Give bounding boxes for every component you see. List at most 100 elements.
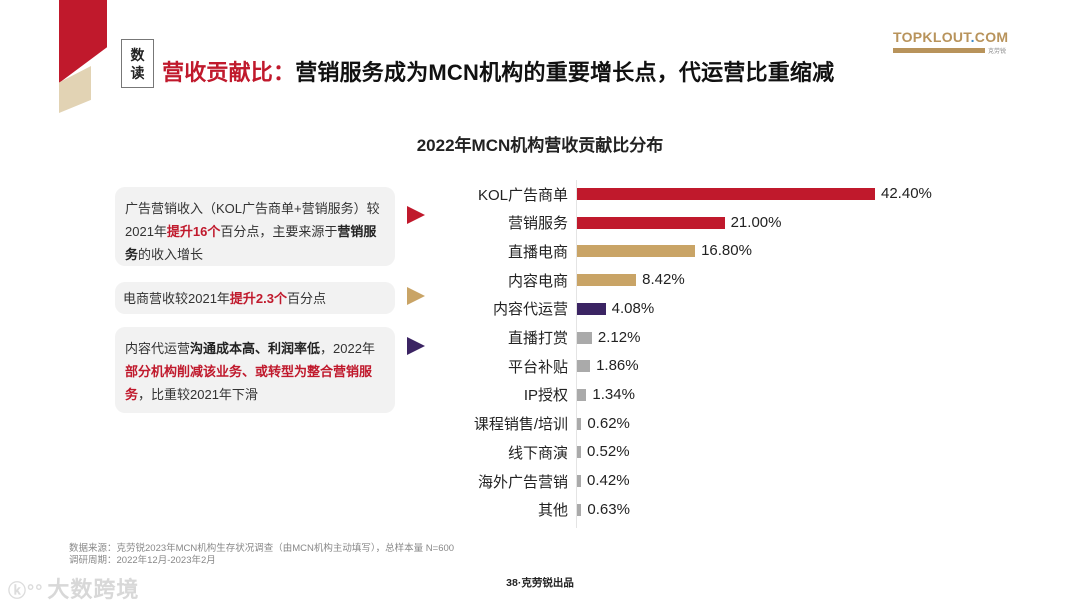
insight-note-ecommerce: 电商营收较2021年提升2.3个百分点 [115, 282, 395, 314]
arrow-right-icon-tan [407, 287, 425, 305]
value-label: 8.42% [642, 271, 685, 289]
bar-group: 0.63% [577, 500, 630, 518]
chart-row: 内容代运营 4.08% [460, 299, 654, 319]
value-label: 1.34% [592, 385, 635, 403]
note-text: 的收入增长 [138, 247, 204, 262]
bar-group: 42.40% [577, 185, 932, 202]
value-label: 16.80% [701, 242, 752, 260]
bar [577, 331, 592, 344]
category-label: 线下商演 [507, 444, 568, 462]
bar [577, 475, 581, 487]
section-tag: 数 读 [121, 39, 154, 88]
value-label: 0.63% [587, 500, 630, 518]
page-title-statement: 营销服务成为MCN机构的重要增长点，代运营比重缩减 [295, 60, 835, 85]
bar-group: 0.62% [577, 414, 630, 432]
value-label: 1.86% [596, 357, 639, 375]
bar [577, 360, 591, 373]
bar-group: 0.42% [577, 472, 630, 489]
page-number: 38·克劳锐出品 [506, 577, 574, 589]
bar-group: 4.08% [577, 299, 655, 317]
logo-text: TOPKLOUT [893, 29, 971, 45]
logo-bar [893, 48, 985, 53]
value-label: 42.40% [881, 185, 932, 202]
bar [577, 503, 582, 516]
note-bold: 沟通成本高、利润率低 [190, 341, 321, 356]
insight-note-ad-revenue: 广告营销收入（KOL广告商单+营销服务）较2021年提升16个百分点，主要来源于… [115, 187, 395, 266]
category-label: KOL广告商单 [477, 186, 568, 204]
bar [577, 188, 875, 200]
category-label: 平台补贴 [507, 358, 568, 376]
note-highlight: 提升16个 [166, 224, 221, 239]
chart-axis-line [576, 180, 577, 528]
chart-row: 直播打赏 2.12% [460, 328, 640, 348]
category-label: 内容代运营 [492, 301, 568, 319]
chart-row: 海外广告营销 0.42% [460, 471, 630, 491]
bar [577, 417, 582, 430]
value-label: 0.62% [587, 414, 630, 432]
category-label: IP授权 [523, 387, 568, 405]
page-title-topic: 营收贡献比： [162, 60, 296, 85]
category-label: 课程销售/培训 [473, 416, 568, 434]
note-text: 电商营收较2021年 [123, 291, 230, 306]
bar [577, 446, 581, 459]
category-label: 其他 [537, 502, 568, 520]
bar-group: 2.12% [577, 328, 641, 346]
chart-title: 2022年MCN机构营收贡献比分布 [416, 136, 664, 155]
page-title: 营收贡献比：营销服务成为MCN机构的重要增长点，代运营比重缩减 [162, 55, 834, 87]
bar-group: 0.52% [577, 443, 630, 461]
note-text: ，2022年 [320, 341, 375, 356]
arrow-right-icon-purple [407, 337, 425, 355]
source-text: 数据来源：克劳锐2023年MCN机构生存状况调查（由MCN机构主动填写），总样本… [69, 543, 455, 554]
chart-row: 直播电商 16.80% [460, 241, 752, 261]
note-text: 内容代运营 [125, 341, 191, 356]
value-label: 0.42% [587, 472, 630, 489]
section-tag-line2: 读 [130, 64, 145, 81]
category-label: 内容电商 [507, 272, 568, 290]
value-label: 2.12% [597, 328, 641, 346]
value-label: 4.08% [611, 299, 655, 317]
data-source: 数据来源：克劳锐2023年MCN机构生存状况调查（由MCN机构主动填写），总样本… [69, 543, 454, 567]
bar [577, 216, 725, 229]
category-label: 直播电商 [507, 243, 568, 261]
bar-chart: KOL广告商单 42.40% 营销服务 21.00% 直播电商 16.80% 内容电商 8.4… [460, 180, 1020, 530]
period-text: 调研周期：2022年12月-2023年2月 [69, 555, 216, 566]
logo-text-com: COM [974, 29, 1009, 45]
bar-group: 8.42% [577, 271, 685, 289]
section-tag-line1: 数 [130, 46, 145, 63]
bar [577, 245, 696, 258]
brand-logo: TOPKLOUT.COM 克劳锐 [893, 30, 1018, 55]
category-label: 直播打赏 [507, 330, 568, 347]
chart-row: 平台补贴 1.86% [460, 356, 639, 376]
chart-row: KOL广告商单 42.40% [460, 184, 932, 204]
watermark-icon: ⓚ°° [8, 581, 44, 601]
bar-group: 16.80% [577, 242, 752, 260]
note-text: ，比重较2021年下滑 [138, 387, 258, 402]
logo-dot: . [970, 29, 975, 45]
value-label: 21.00% [730, 213, 782, 231]
chart-row: 营销服务 21.00% [460, 213, 781, 233]
watermark: ⓚ°° 大数跨境 [8, 572, 139, 604]
category-label: 营销服务 [507, 215, 568, 233]
arrow-right-icon-red [407, 206, 425, 224]
bar [577, 388, 587, 401]
bar-group: 1.34% [577, 385, 635, 403]
chart-row: 线下商演 0.52% [460, 442, 630, 462]
value-label: 0.52% [587, 443, 630, 461]
note-highlight: 部分机构削减该业务、或转型为整合营销服务 [125, 364, 373, 402]
note-highlight: 提升2.3个 [229, 291, 287, 306]
insight-note-agency-ops: 内容代运营沟通成本高、利润率低，2022年部分机构削减该业务、或转型为整合营销服… [115, 327, 395, 413]
chart-row: 内容电商 8.42% [460, 270, 685, 290]
bar-group: 21.00% [577, 213, 782, 231]
note-text: 百分点，主要来源于 [220, 224, 338, 239]
category-label: 海外广告营销 [477, 473, 568, 491]
bar [577, 302, 606, 315]
chart-row: IP授权 1.34% [460, 385, 635, 405]
logo-subtext: 克劳锐 [988, 49, 1007, 55]
note-text: 百分点 [287, 291, 327, 306]
chart-row: 课程销售/培训 0.62% [460, 414, 630, 434]
bar [577, 274, 637, 287]
watermark-text: 大数跨境 [47, 577, 140, 602]
note-text: 广告营销收入（KOL广告商单+营销服务）较2021年 [125, 201, 380, 239]
note-bold: 营销服务 [125, 224, 377, 262]
chart-row: 其他 0.63% [460, 500, 630, 520]
